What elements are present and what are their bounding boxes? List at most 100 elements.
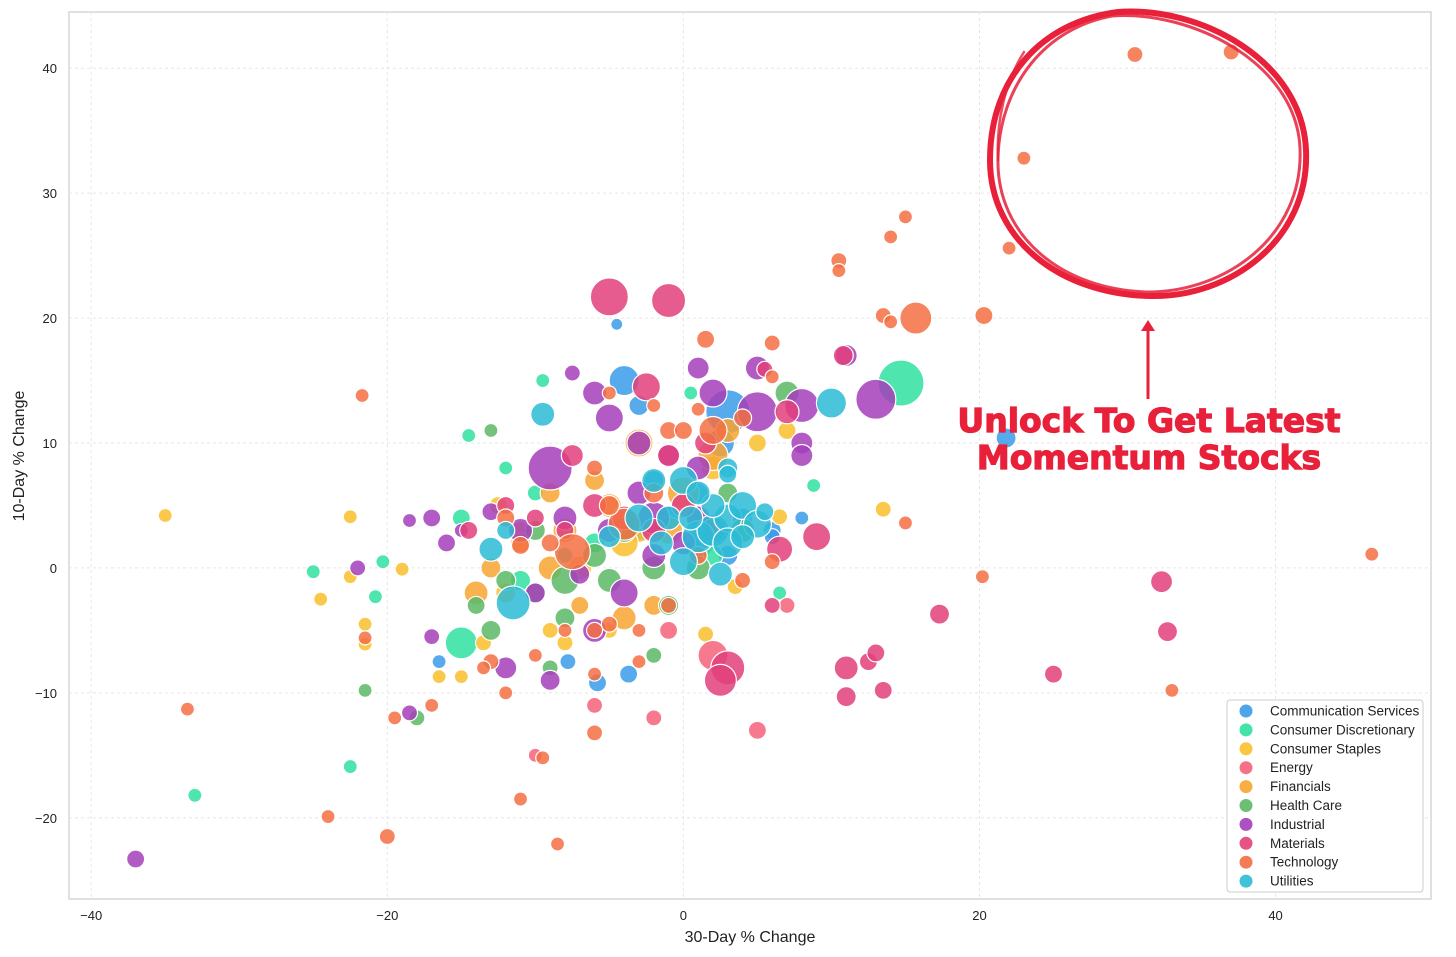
data-point-technology: [646, 397, 662, 414]
data-point-consumer-discretionary: [187, 787, 203, 803]
data-point-technology: [1001, 240, 1017, 256]
data-point-technology: [1126, 45, 1144, 64]
data-point-technology: [424, 697, 440, 713]
legend-label: Industrial: [1270, 817, 1325, 832]
data-point-industrial: [790, 443, 814, 468]
data-point-industrial: [423, 628, 441, 646]
data-point-technology: [673, 420, 693, 441]
data-point-technology: [387, 710, 403, 726]
data-point-technology: [631, 622, 647, 639]
data-point-technology: [586, 666, 603, 682]
data-point-consumer-discretionary: [375, 554, 391, 570]
legend-marker: [1239, 799, 1253, 812]
x-tick-labels: −40 −20 0 20 40: [80, 908, 1283, 923]
y-tick-label: 0: [50, 561, 57, 576]
data-point-utilities: [707, 561, 733, 587]
data-point-technology: [897, 209, 914, 225]
legend-label: Financials: [1270, 779, 1331, 794]
data-point-technology: [557, 622, 573, 639]
data-point-technology: [899, 301, 933, 335]
data-point-communication-services: [559, 653, 577, 671]
data-point-technology: [378, 827, 396, 846]
data-point-consumer-staples: [431, 669, 447, 685]
data-point-health-care: [645, 646, 663, 664]
legend-marker: [1239, 836, 1253, 850]
data-point-technology: [974, 569, 991, 585]
data-point-technology: [601, 385, 617, 401]
data-point-consumer-staples: [541, 621, 559, 640]
data-point-consumer-staples: [357, 616, 373, 632]
data-point-materials: [525, 508, 545, 528]
data-point-industrial: [594, 403, 624, 433]
data-point-technology: [549, 836, 566, 852]
data-point-technology: [883, 229, 899, 245]
data-point-energy: [658, 620, 679, 641]
data-point-materials: [835, 686, 857, 708]
data-point-consumer-discretionary: [806, 477, 822, 494]
legend-label: Health Care: [1270, 798, 1342, 813]
y-tick-label: 20: [43, 311, 57, 326]
data-point-technology: [527, 647, 543, 663]
highlight-arrow: [1141, 320, 1155, 399]
data-point-technology: [179, 701, 196, 717]
data-point-industrial: [436, 533, 457, 553]
data-point-health-care: [357, 682, 373, 698]
y-tick-label: 10: [43, 436, 57, 451]
data-point-materials: [631, 372, 661, 402]
data-point-utilities: [597, 525, 621, 549]
data-point-industrial: [349, 559, 367, 577]
data-point-industrial: [686, 356, 710, 380]
data-point-technology: [690, 401, 706, 417]
data-point-technology: [831, 263, 847, 279]
data-point-consumer-discretionary: [444, 626, 478, 660]
legend-marker: [1239, 704, 1253, 718]
data-point-communication-services: [431, 654, 447, 670]
data-point-consumer-discretionary: [535, 372, 551, 389]
data-point-technology: [1016, 150, 1032, 166]
data-point-technology: [320, 808, 336, 825]
data-point-consumer-discretionary: [367, 589, 384, 605]
legend: Communication Services Consumer Discretio…: [1226, 699, 1424, 893]
data-point-technology: [512, 791, 529, 807]
data-point-energy: [747, 720, 768, 740]
data-point-technology: [585, 724, 604, 742]
legend-label: Materials: [1270, 836, 1325, 851]
data-point-technology: [498, 685, 514, 701]
data-point-technology: [598, 494, 620, 517]
y-tick-label: −10: [35, 686, 57, 701]
data-point-consumer-staples: [453, 669, 469, 685]
data-point-materials: [873, 680, 893, 700]
data-point-technology: [585, 459, 604, 477]
legend-marker: [1239, 761, 1253, 775]
data-point-technology: [553, 533, 591, 571]
data-point-utilities: [655, 505, 682, 531]
data-point-industrial: [626, 430, 652, 456]
data-point-materials: [832, 344, 854, 367]
y-tick-labels: −20 −10 0 10 20 30 40: [35, 61, 57, 826]
data-point-utilities: [678, 505, 704, 531]
y-axis-label: 10-Day % Change: [11, 391, 28, 522]
data-point-utilities: [815, 387, 848, 419]
data-point-utilities: [478, 536, 504, 562]
data-point-health-care: [480, 619, 502, 642]
data-point-technology: [897, 515, 914, 531]
data-point-technology: [475, 660, 492, 676]
data-point-utilities: [648, 530, 674, 556]
data-point-industrial: [855, 378, 897, 420]
data-point-technology: [732, 408, 753, 428]
data-point-technology: [763, 334, 781, 352]
data-point-utilities: [641, 467, 667, 494]
data-point-technology: [535, 750, 551, 766]
y-tick-label: 30: [43, 186, 57, 201]
data-point-materials: [763, 596, 781, 615]
data-point-technology: [1364, 546, 1380, 562]
data-point-health-care: [483, 422, 499, 439]
legend-label: Energy: [1270, 760, 1313, 775]
data-point-consumer-discretionary: [772, 585, 788, 601]
y-tick-label: −20: [35, 811, 57, 826]
data-point-communication-services: [610, 317, 624, 331]
data-point-technology: [354, 387, 370, 404]
data-point-utilities: [624, 503, 654, 533]
legend-marker: [1239, 817, 1253, 831]
data-point-materials: [774, 399, 800, 425]
